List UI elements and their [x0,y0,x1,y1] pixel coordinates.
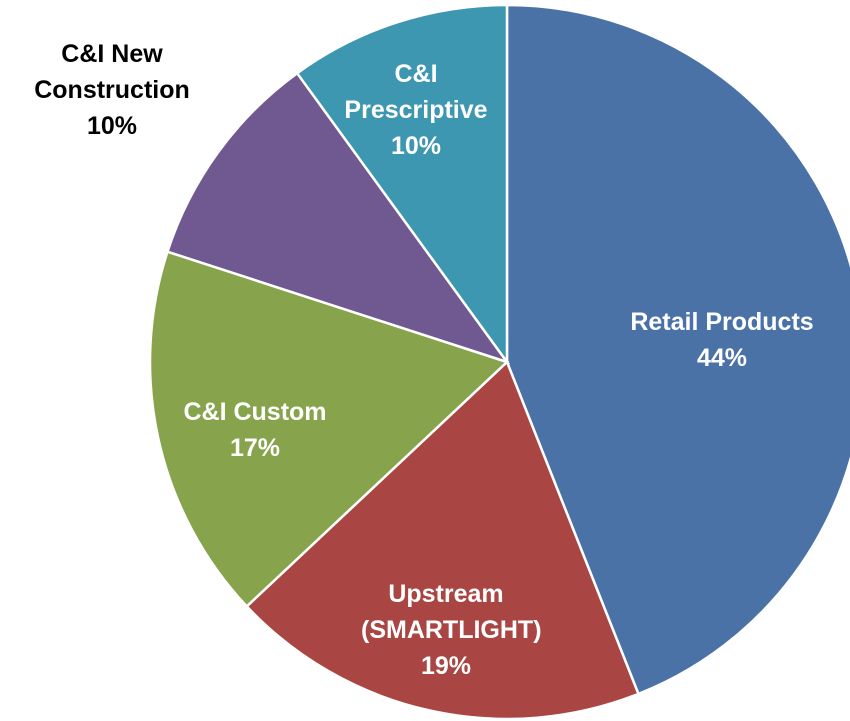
slice-name: Retail Products [630,308,814,336]
pie-slice [244,359,641,721]
slice-name: C&I Prescriptive [344,60,488,124]
slice-value: 10% [86,112,138,140]
pie-slice [295,3,509,366]
slice-value: 44% [696,344,748,372]
slice-value: 19% [420,652,472,680]
slice-label: C&I Prescriptive 10% [331,56,501,164]
pie-slice [148,250,510,609]
slice-label: Retail Products 44% [602,304,842,376]
slice-name: C&I New Construction [34,40,190,104]
slice-value: 10% [390,132,442,160]
slice-name: C&I Custom [183,398,327,426]
slice-name: Upstream (SMARTLIGHT) [361,580,542,644]
pie-slice [165,71,511,365]
slice-value: 17% [229,434,281,462]
slice-label: C&I New Construction 10% [17,36,207,144]
slice-label: C&I Custom 17% [155,394,355,466]
slice-label: Upstream (SMARTLIGHT) 19% [361,576,542,684]
pie-slice [505,3,850,696]
